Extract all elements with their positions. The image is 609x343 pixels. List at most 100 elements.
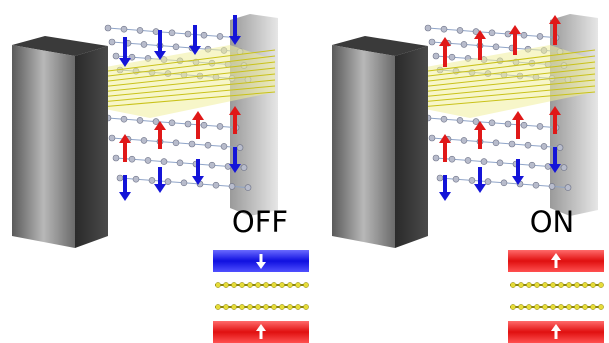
atom (189, 141, 195, 147)
chain-atom (534, 282, 539, 287)
chain-atom (287, 304, 292, 309)
atom (141, 137, 147, 143)
atom (181, 180, 187, 186)
chain-atom (518, 282, 523, 287)
chain-atom (518, 304, 523, 309)
chain-atom (566, 282, 571, 287)
chain-atom (598, 304, 603, 309)
legend-stack (508, 250, 604, 343)
atom (461, 137, 467, 143)
polarization-head (512, 111, 524, 120)
chain-atom (239, 282, 244, 287)
atom (169, 120, 175, 126)
atom (457, 27, 463, 33)
atom (433, 53, 439, 59)
chain-atom (215, 282, 220, 287)
atom (133, 176, 139, 182)
chain-atom (255, 304, 260, 309)
polarization-head (154, 184, 166, 193)
polarization-head (192, 111, 204, 120)
chain-atom (215, 304, 220, 309)
chain-atom (534, 304, 539, 309)
atom (493, 140, 499, 146)
atom (213, 182, 219, 188)
chain-atom (566, 304, 571, 309)
atom (173, 140, 179, 146)
chain-atom (295, 304, 300, 309)
atom (453, 176, 459, 182)
chain-atom (550, 304, 555, 309)
atom (481, 159, 487, 165)
page: OFF ON (() => { const data = JSON.parse(… (0, 0, 609, 343)
chain-atom (271, 304, 276, 309)
atom (429, 39, 435, 45)
state-label-on: ON (530, 205, 575, 239)
chain-atom (598, 282, 603, 287)
atom (469, 177, 475, 183)
chain-atom (582, 282, 587, 287)
atom (229, 183, 235, 189)
atom (485, 179, 491, 185)
chain-atom (590, 304, 595, 309)
chain-atom (223, 304, 228, 309)
atom (185, 121, 191, 127)
atom (109, 135, 115, 141)
atom (533, 182, 539, 188)
polarization-head (439, 192, 451, 201)
chain-atom (526, 304, 531, 309)
atom (201, 122, 207, 128)
front-electrode-side (332, 45, 395, 248)
chain-atom (263, 282, 268, 287)
atom (449, 54, 455, 60)
atom (149, 177, 155, 183)
atom (521, 122, 527, 128)
atom (521, 32, 527, 38)
panels (12, 14, 604, 343)
atom (165, 179, 171, 185)
atom (217, 33, 223, 39)
atom (537, 123, 543, 129)
atom (425, 25, 431, 31)
atom (473, 119, 479, 125)
atom (121, 26, 127, 32)
chain-atom (542, 282, 547, 287)
front-electrode-side (12, 45, 75, 248)
chain-atom (550, 282, 555, 287)
atom (217, 123, 223, 129)
chain-atom (590, 282, 595, 287)
atom (145, 157, 151, 163)
polarization-head (119, 192, 131, 201)
front-electrode-face (395, 46, 428, 248)
atom (537, 33, 543, 39)
atom (177, 160, 183, 166)
atom (121, 116, 127, 122)
atom (185, 31, 191, 37)
figure: OFF ON (0, 0, 609, 343)
chain-atom (558, 282, 563, 287)
atom (541, 143, 547, 149)
chain-atom (247, 282, 252, 287)
atom (237, 145, 243, 151)
atom (113, 53, 119, 59)
chain-atom (231, 304, 236, 309)
chain-atom (247, 304, 252, 309)
atom (153, 119, 159, 125)
atom (105, 25, 111, 31)
chain-atom (231, 282, 236, 287)
chain-atom (263, 304, 268, 309)
chain-atom (542, 304, 547, 309)
atom (501, 180, 507, 186)
atom (205, 142, 211, 148)
atom (429, 135, 435, 141)
chain-atom (582, 304, 587, 309)
atom (221, 143, 227, 149)
atom (129, 156, 135, 162)
chain-atom (279, 304, 284, 309)
atom (201, 32, 207, 38)
atom (169, 30, 175, 36)
atom (109, 39, 115, 45)
chain-atom (279, 282, 284, 287)
front-electrode-face (75, 46, 108, 248)
chain-atom (303, 282, 308, 287)
atom (529, 162, 535, 168)
